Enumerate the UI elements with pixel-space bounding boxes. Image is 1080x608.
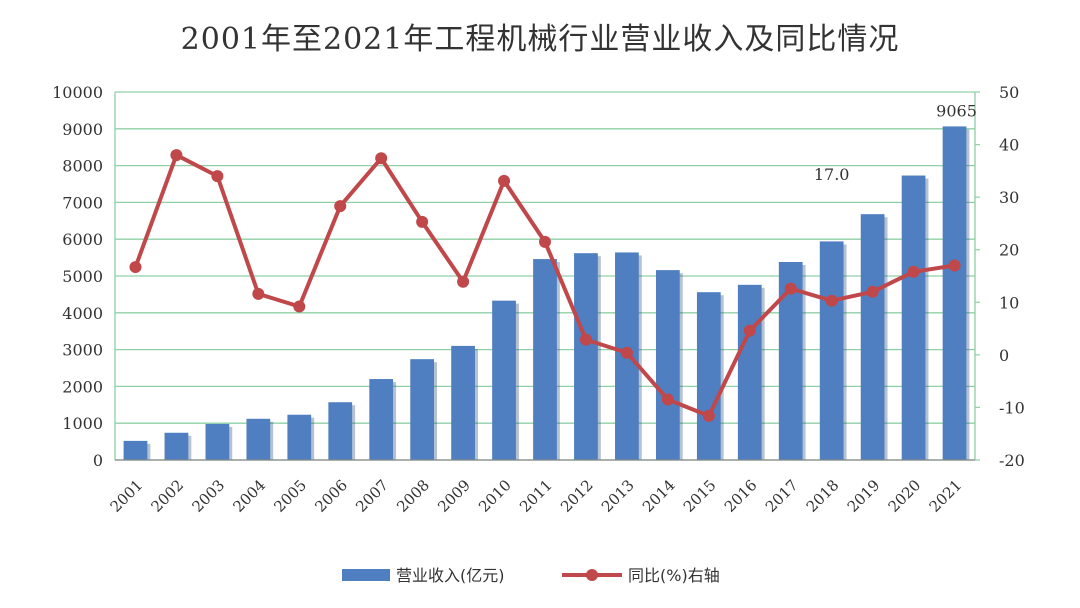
yoy-point: [375, 152, 388, 165]
bar: [205, 423, 230, 460]
bar: [369, 379, 394, 460]
yoy-point: [252, 287, 265, 300]
bar: [451, 345, 475, 460]
y-left-tick-label: 4000: [62, 304, 103, 323]
bars-layer: [123, 126, 970, 461]
yoy-point: [866, 285, 879, 298]
y-right-tick-label: 50: [999, 83, 1019, 102]
bar: [860, 214, 885, 460]
y-right-tick-label: 10: [999, 293, 1019, 312]
bar: [942, 126, 967, 461]
yoy-point: [702, 409, 715, 422]
x-tick-label: 2018: [803, 476, 843, 516]
yoy-point: [539, 235, 551, 248]
x-tick-label: 2014: [639, 476, 679, 516]
y-right-tick-label: -20: [999, 451, 1025, 470]
yoy-point: [784, 282, 797, 295]
x-tick-label: 2021: [926, 476, 966, 516]
labels-layer: 9065 17.0: [814, 101, 977, 184]
legend-line-marker: [586, 569, 598, 581]
yoy-point: [293, 300, 306, 313]
y-left-tick-label: 2000: [62, 377, 103, 396]
y-left-tick-label: 8000: [62, 157, 103, 176]
y-left-tick-label: 1000: [62, 414, 103, 433]
bar: [696, 292, 721, 460]
y-left-tick-label: 7000: [62, 193, 103, 212]
y-right-tick-label: 20: [999, 241, 1019, 260]
line-layer: [129, 149, 961, 422]
bar: [901, 175, 926, 460]
bar: [410, 359, 435, 460]
y-right-tick-label: 30: [999, 188, 1019, 207]
x-tick-label: 2016: [721, 476, 761, 516]
x-tick-label: 2019: [844, 476, 884, 516]
yoy-point: [743, 324, 756, 337]
x-tick-label: 2010: [475, 476, 515, 516]
y-left-tick-label: 9000: [62, 120, 103, 139]
yoy-point: [129, 261, 142, 274]
x-tick-label: 2009: [434, 476, 474, 516]
x-tick-label: 2001: [107, 476, 147, 516]
y-left-tick-label: 5000: [62, 267, 103, 286]
yoy-point: [579, 333, 592, 346]
yoy-point: [498, 174, 511, 187]
bar: [246, 418, 271, 460]
x-tick-label: 2008: [393, 476, 433, 516]
x-tick-label: 2007: [352, 476, 392, 516]
x-tick-label: 2020: [885, 476, 925, 516]
x-tick-label: 2013: [598, 476, 638, 516]
legend-bar-swatch: [342, 569, 390, 581]
x-tick-label: 2017: [762, 476, 802, 516]
chart-title: 2001年至2021年工程机械行业营业收入及同比情况: [180, 22, 900, 57]
yoy-point: [620, 346, 633, 359]
y-right-tick-label: 0: [999, 346, 1009, 365]
y-left-tick-label: 3000: [62, 341, 103, 360]
bar: [328, 402, 353, 460]
bar: [737, 284, 762, 460]
bar: [123, 440, 148, 460]
bar: [287, 414, 312, 460]
yoy-point: [416, 215, 429, 228]
yoy-point: [457, 275, 470, 288]
yoy-point: [170, 149, 183, 162]
bar: [819, 241, 844, 460]
x-tick-label: 2015: [680, 476, 720, 516]
bar: [574, 253, 598, 460]
y-left-tick-label: 10000: [52, 83, 103, 102]
x-tick-label: 2002: [148, 476, 188, 516]
legend-layer: 营业收入(亿元) 同比(%)右轴: [342, 566, 720, 585]
bar: [533, 259, 557, 460]
data-label: 9065: [936, 101, 977, 120]
bar: [655, 270, 680, 460]
x-tick-label: 2003: [188, 476, 228, 516]
bar: [492, 300, 516, 460]
y-right-tick-label: -10: [999, 398, 1025, 417]
yoy-point: [334, 200, 347, 213]
bar: [164, 432, 189, 460]
bar: [778, 262, 803, 460]
x-tick-label: 2011: [516, 476, 556, 516]
y-right-tick-label: 40: [999, 136, 1019, 155]
data-label: 17.0: [814, 165, 850, 184]
y-left-tick-label: 0: [93, 451, 103, 470]
x-tick-label: 2012: [557, 476, 597, 516]
x-tick-label: 2006: [311, 476, 351, 516]
yoy-point: [948, 259, 961, 272]
yoy-point: [211, 170, 224, 183]
yoy-point: [825, 294, 838, 307]
legend-bar-label: 营业收入(亿元): [396, 566, 505, 585]
yoy-point: [661, 393, 674, 406]
yoy-point: [907, 265, 920, 278]
x-tick-label: 2004: [229, 476, 269, 516]
legend-line-label: 同比(%)右轴: [628, 566, 720, 585]
y-left-tick-label: 6000: [62, 230, 103, 249]
x-tick-label: 2005: [270, 476, 310, 516]
